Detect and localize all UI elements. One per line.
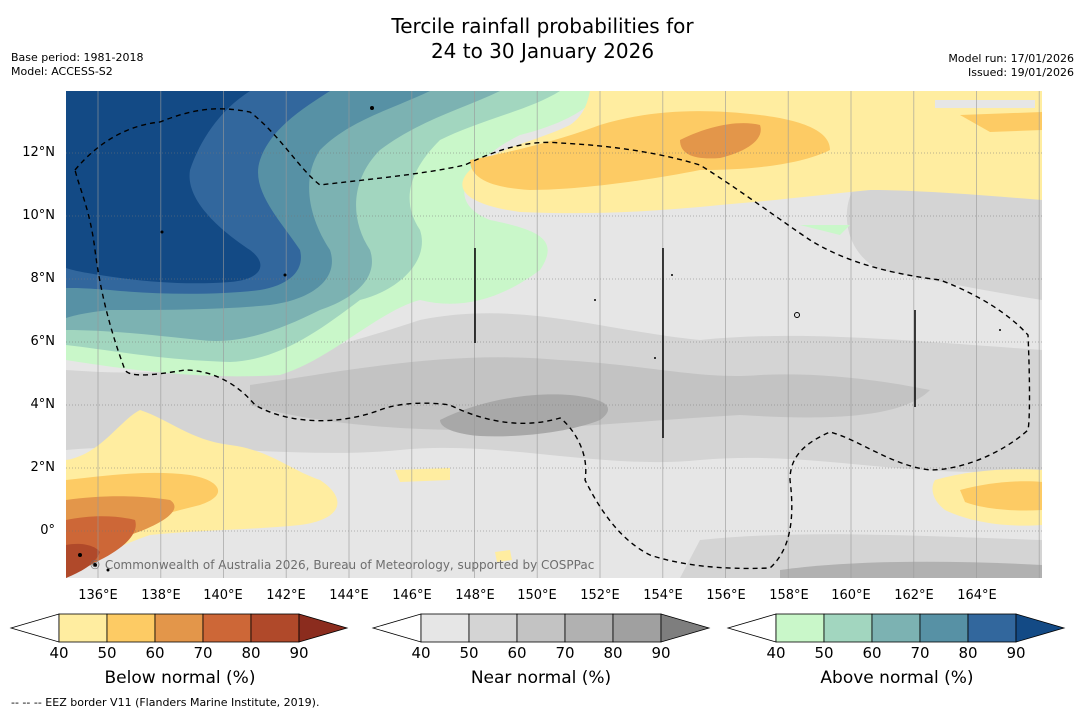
colorbar-tick-label: 50 (814, 644, 834, 662)
lat-label: 12°N (22, 145, 55, 160)
colorbar-tick-label: 90 (289, 644, 309, 662)
lon-label: 140°E (203, 588, 243, 603)
colorbar-tick-label: 70 (555, 644, 575, 662)
near-normal-50-east (846, 174, 1042, 300)
colorbar-tick-label: 80 (603, 644, 623, 662)
colorbar-segment (612, 613, 662, 643)
islands (78, 106, 1001, 572)
colorbar-segment (871, 613, 921, 643)
colorbar-segment (420, 613, 470, 643)
lon-label: 152°E (580, 588, 620, 603)
colorbar-segment (250, 613, 300, 643)
colorbar-segment (58, 613, 108, 643)
lat-label: 4°N (30, 397, 56, 412)
lon-label: 148°E (455, 588, 495, 603)
below-normal-50-central (395, 468, 450, 482)
colorbar-tick-label: 80 (241, 644, 261, 662)
colorbar-extend-high (298, 613, 349, 643)
colorbar-segment (106, 613, 156, 643)
colorbar-tick-label: 70 (193, 644, 213, 662)
below-normal-60-ne (960, 112, 1042, 132)
title-line-1: Tercile rainfall probabilities for (391, 14, 694, 38)
colorbar-segment (516, 613, 566, 643)
colorbar-segment (564, 613, 614, 643)
near-normal-60 (250, 357, 930, 430)
colorbar-tick-label: 60 (507, 644, 527, 662)
model-info: Base period: 1981-2018 Model: ACCESS-S2 (11, 51, 143, 79)
colorbar-tick-label: 40 (411, 644, 431, 662)
colorbar-segment (468, 613, 518, 643)
colorbar-tick-label: 90 (651, 644, 671, 662)
lat-label: 6°N (30, 334, 56, 349)
graticule (66, 152, 1042, 532)
run-info: Model run: 17/01/2026 Issued: 19/01/2026 (948, 52, 1074, 80)
colorbar-segment (154, 613, 204, 643)
lon-label: 164°E (957, 588, 997, 603)
colorbar-extend-high (1015, 613, 1066, 643)
chart-title: Tercile rainfall probabilities for 24 to… (0, 14, 1085, 64)
lat-label: 0° (40, 523, 55, 538)
colorbar-segment (775, 613, 825, 643)
model-name: Model: ACCESS-S2 (11, 65, 113, 78)
lat-label: 10°N (22, 208, 55, 223)
colorbar-tick-label: 40 (49, 644, 69, 662)
lon-label: 146°E (392, 588, 432, 603)
base-period: Base period: 1981-2018 (11, 51, 144, 64)
lat-label: 8°N (30, 271, 56, 286)
colorbar-tick-label: 90 (1006, 644, 1026, 662)
title-line-2: 24 to 30 January 2026 (430, 39, 655, 63)
below-normal-label: Below normal (%) (104, 668, 256, 688)
colorbar-extend-high (660, 613, 711, 643)
below-normal-60-east (960, 481, 1042, 511)
lat-label: 2°N (30, 460, 56, 475)
colorbar-segment (823, 613, 873, 643)
lon-label: 162°E (894, 588, 934, 603)
lon-label: 154°E (643, 588, 683, 603)
colorbar-extend-low (726, 613, 777, 643)
below-normal-90-sw (66, 543, 100, 578)
colorbar-tick-label: 50 (97, 644, 117, 662)
above-normal-100 (66, 91, 261, 284)
colorbar-tick-label: 50 (459, 644, 479, 662)
colorbar-segment (967, 613, 1017, 643)
model-run: Model run: 17/01/2026 (948, 52, 1074, 65)
colorbar-segment (919, 613, 969, 643)
colorbar-tick-label: 80 (958, 644, 978, 662)
colorbar-tick-label: 60 (862, 644, 882, 662)
lon-label: 142°E (266, 588, 306, 603)
below-normal-70 (680, 123, 761, 159)
lon-label: 160°E (831, 588, 871, 603)
colorbar-tick-label: 70 (910, 644, 930, 662)
lon-label: 138°E (141, 588, 181, 603)
lon-label: 150°E (517, 588, 557, 603)
above-normal-east-patch (800, 225, 850, 235)
near-normal-70 (440, 394, 609, 437)
colorbar-tick-label: 60 (145, 644, 165, 662)
lon-label: 158°E (769, 588, 809, 603)
copyright-credit: © Commonwealth of Australia 2026, Bureau… (89, 558, 595, 572)
colorbar-extend-low (9, 613, 60, 643)
issued-date: Issued: 19/01/2026 (967, 66, 1074, 79)
colorbar-extend-low (371, 613, 422, 643)
eez-legend-note: -- -- -- EEZ border V11 (Flanders Marine… (11, 696, 320, 709)
below-normal-spot (495, 550, 512, 562)
map-fields (66, 91, 1042, 578)
colorbar-tick-label: 40 (766, 644, 786, 662)
above-normal-label: Above normal (%) (820, 668, 974, 688)
colorbar-segment (202, 613, 252, 643)
lon-label: 144°E (329, 588, 369, 603)
eez-border (74, 108, 1031, 570)
lon-label: 136°E (78, 588, 118, 603)
near-normal-ne-patch (935, 100, 1035, 108)
colorbars (9, 613, 1066, 643)
lon-label: 156°E (706, 588, 746, 603)
near-normal-label: Near normal (%) (470, 668, 612, 688)
